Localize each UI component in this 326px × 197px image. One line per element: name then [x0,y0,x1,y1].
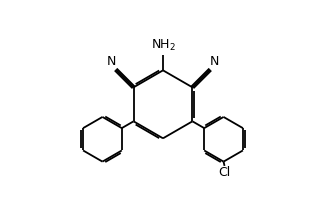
Text: N: N [107,55,116,68]
Text: NH$_2$: NH$_2$ [151,38,175,53]
Text: N: N [210,55,219,68]
Text: Cl: Cl [218,166,231,179]
